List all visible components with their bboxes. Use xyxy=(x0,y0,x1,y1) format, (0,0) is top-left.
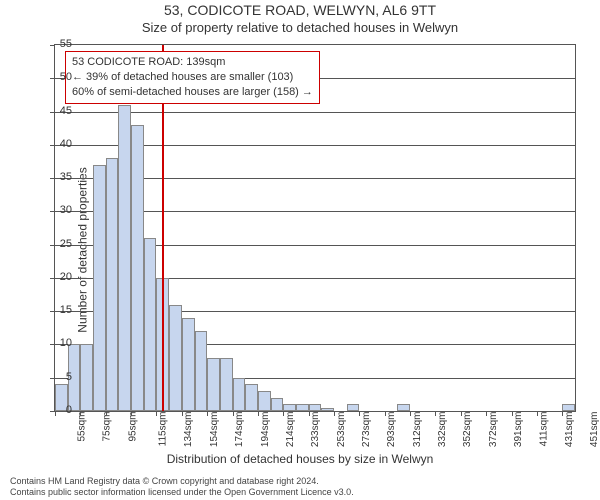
x-axis-label: Distribution of detached houses by size … xyxy=(0,452,600,466)
xtick-mark xyxy=(156,411,157,416)
footer-line-2: Contains public sector information licen… xyxy=(10,487,354,498)
xtick-mark xyxy=(258,411,259,416)
xtick-label: 312sqm xyxy=(412,412,423,448)
xtick-mark xyxy=(435,411,436,416)
histogram-bar xyxy=(321,408,334,411)
xtick-label: 352sqm xyxy=(463,412,474,448)
ytick-label: 55 xyxy=(48,38,72,50)
ytick-label: 25 xyxy=(48,238,72,250)
xtick-mark xyxy=(410,411,411,416)
ytick-label: 35 xyxy=(48,171,72,183)
xtick-mark xyxy=(309,411,310,416)
histogram-bar xyxy=(182,318,195,411)
histogram-bar xyxy=(271,398,284,411)
xtick-label: 411sqm xyxy=(538,412,549,447)
xtick-mark xyxy=(486,411,487,416)
xtick-mark xyxy=(106,411,107,416)
ytick-label: 15 xyxy=(48,304,72,316)
histogram-bar xyxy=(106,158,119,411)
ytick-label: 0 xyxy=(48,404,72,416)
histogram-bar xyxy=(309,404,322,411)
xtick-label: 233sqm xyxy=(310,412,321,448)
ytick-label: 45 xyxy=(48,105,72,117)
histogram-bar xyxy=(118,105,131,411)
xtick-label: 253sqm xyxy=(336,412,347,448)
histogram-bar xyxy=(195,331,208,411)
chart-subtitle: Size of property relative to detached ho… xyxy=(0,20,600,35)
ytick-label: 30 xyxy=(48,204,72,216)
xtick-mark xyxy=(461,411,462,416)
info-line-2: ← 39% of detached houses are smaller (10… xyxy=(72,70,313,85)
gridline xyxy=(55,112,575,113)
histogram-bar xyxy=(169,305,182,411)
xtick-mark xyxy=(207,411,208,416)
plot-area: 55sqm75sqm95sqm115sqm134sqm154sqm174sqm1… xyxy=(54,44,576,412)
histogram-bar xyxy=(233,378,246,411)
histogram-bar xyxy=(131,125,144,411)
ytick-label: 50 xyxy=(48,71,72,83)
xtick-mark xyxy=(131,411,132,416)
xtick-label: 194sqm xyxy=(260,412,271,448)
xtick-label: 174sqm xyxy=(234,412,245,448)
ytick-label: 5 xyxy=(48,371,72,383)
histogram-bar xyxy=(296,404,309,411)
ytick-label: 20 xyxy=(48,271,72,283)
histogram-bar xyxy=(258,391,271,411)
xtick-mark xyxy=(233,411,234,416)
xtick-label: 391sqm xyxy=(513,412,524,448)
info-line-3: 60% of semi-detached houses are larger (… xyxy=(72,85,313,100)
histogram-bar xyxy=(347,404,360,411)
xtick-label: 115sqm xyxy=(157,412,168,447)
chart-footer: Contains HM Land Registry data © Crown c… xyxy=(10,476,354,499)
xtick-label: 134sqm xyxy=(184,412,195,448)
histogram-bar xyxy=(207,358,220,411)
histogram-bar xyxy=(144,238,157,411)
xtick-label: 95sqm xyxy=(127,412,138,442)
histogram-bar xyxy=(245,384,258,411)
xtick-mark xyxy=(80,411,81,416)
xtick-label: 332sqm xyxy=(437,412,448,448)
histogram-bar xyxy=(80,344,93,411)
ytick-label: 10 xyxy=(48,337,72,349)
xtick-mark xyxy=(537,411,538,416)
histogram-bar xyxy=(93,165,106,411)
xtick-label: 293sqm xyxy=(386,412,397,448)
xtick-label: 451sqm xyxy=(589,412,600,448)
xtick-mark xyxy=(334,411,335,416)
ytick-label: 40 xyxy=(48,138,72,150)
xtick-label: 431sqm xyxy=(564,412,575,448)
footer-line-1: Contains HM Land Registry data © Crown c… xyxy=(10,476,354,487)
xtick-mark xyxy=(283,411,284,416)
xtick-label: 214sqm xyxy=(285,412,296,448)
xtick-mark xyxy=(562,411,563,416)
xtick-label: 372sqm xyxy=(488,412,499,448)
histogram-bar xyxy=(283,404,296,411)
xtick-mark xyxy=(512,411,513,416)
xtick-mark xyxy=(359,411,360,416)
xtick-label: 75sqm xyxy=(102,412,113,442)
xtick-label: 273sqm xyxy=(361,412,372,448)
chart-title: 53, CODICOTE ROAD, WELWYN, AL6 9TT xyxy=(0,2,600,18)
xtick-mark xyxy=(385,411,386,416)
chart-container: 53, CODICOTE ROAD, WELWYN, AL6 9TT Size … xyxy=(0,0,600,500)
info-line-1: 53 CODICOTE ROAD: 139sqm xyxy=(72,55,313,70)
xtick-label: 55sqm xyxy=(77,412,88,442)
info-box: 53 CODICOTE ROAD: 139sqm ← 39% of detach… xyxy=(65,51,320,104)
xtick-mark xyxy=(182,411,183,416)
xtick-label: 154sqm xyxy=(209,412,220,448)
histogram-bar xyxy=(562,404,575,411)
histogram-bar xyxy=(220,358,233,411)
histogram-bar xyxy=(397,404,410,411)
